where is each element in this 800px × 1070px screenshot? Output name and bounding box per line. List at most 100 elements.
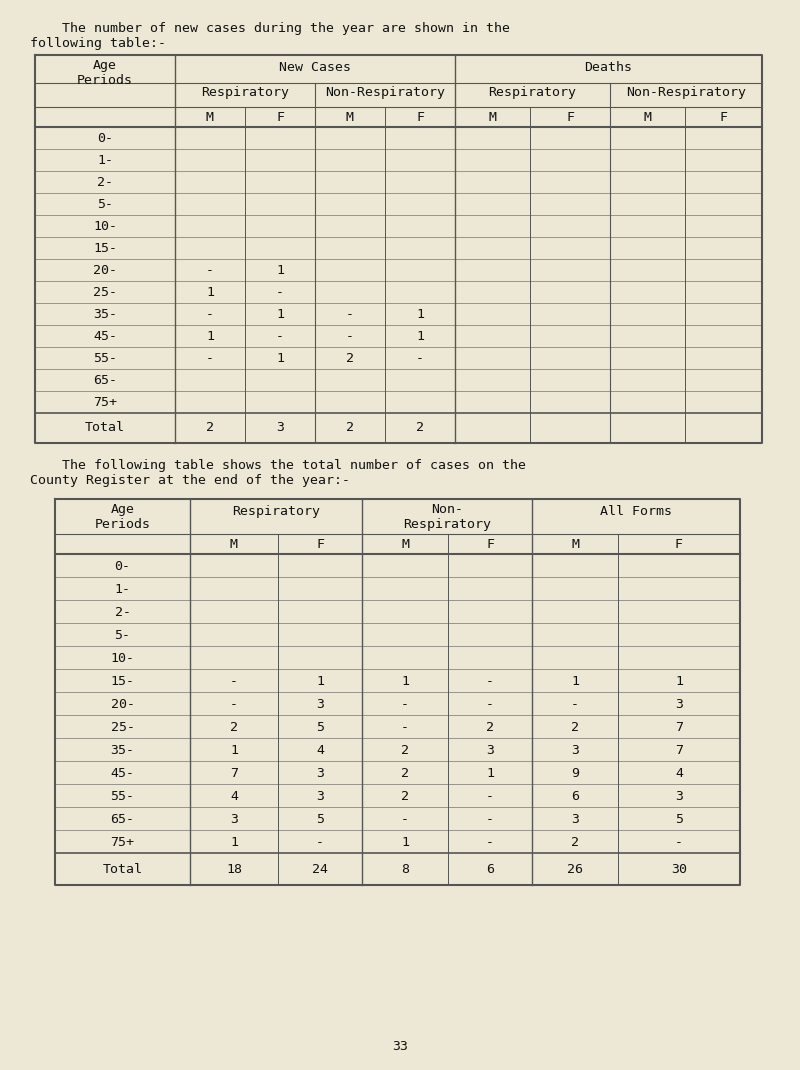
Text: -: - — [230, 675, 238, 688]
Text: -: - — [346, 330, 354, 343]
Text: 1: 1 — [486, 767, 494, 780]
Text: 35-: 35- — [110, 744, 134, 756]
Text: 4: 4 — [316, 744, 324, 756]
Text: Age
Periods: Age Periods — [77, 59, 133, 87]
Text: following table:-: following table:- — [30, 37, 166, 50]
Text: F: F — [416, 111, 424, 124]
Text: 1: 1 — [276, 352, 284, 365]
Text: 1: 1 — [401, 836, 409, 849]
Text: 15-: 15- — [93, 242, 117, 255]
Text: -: - — [206, 308, 214, 321]
Text: Age
Periods: Age Periods — [94, 503, 150, 531]
Text: 5-: 5- — [97, 198, 113, 211]
Text: M: M — [401, 538, 409, 551]
Text: Respiratory: Respiratory — [232, 505, 320, 518]
Text: Deaths: Deaths — [585, 61, 633, 74]
Text: 5: 5 — [675, 813, 683, 826]
Text: Non-Respiratory: Non-Respiratory — [626, 86, 746, 100]
Text: -: - — [276, 286, 284, 299]
Text: M: M — [571, 538, 579, 551]
Text: F: F — [276, 111, 284, 124]
Text: M: M — [643, 111, 651, 124]
Text: 55-: 55- — [110, 790, 134, 802]
Text: 2: 2 — [346, 352, 354, 365]
Text: 1: 1 — [230, 836, 238, 849]
Text: -: - — [486, 675, 494, 688]
Text: -: - — [486, 698, 494, 710]
Text: 1: 1 — [206, 330, 214, 343]
Text: 15-: 15- — [110, 675, 134, 688]
Text: 3: 3 — [316, 767, 324, 780]
Text: -: - — [206, 264, 214, 277]
Text: 10-: 10- — [110, 652, 134, 664]
Text: 8: 8 — [401, 863, 409, 876]
Text: 2: 2 — [401, 790, 409, 802]
Text: 2: 2 — [571, 721, 579, 734]
Text: -: - — [675, 836, 683, 849]
Text: 3: 3 — [675, 790, 683, 802]
Text: F: F — [675, 538, 683, 551]
Text: 2-: 2- — [114, 606, 130, 620]
Text: Total: Total — [85, 421, 125, 434]
Text: 5: 5 — [316, 813, 324, 826]
Text: 18: 18 — [226, 863, 242, 876]
Text: 10-: 10- — [93, 220, 117, 233]
Text: F: F — [316, 538, 324, 551]
Text: 1: 1 — [276, 308, 284, 321]
Text: 9: 9 — [571, 767, 579, 780]
Text: 2: 2 — [401, 744, 409, 756]
Text: 2: 2 — [230, 721, 238, 734]
Text: Respiratory: Respiratory — [489, 86, 577, 100]
Text: 45-: 45- — [110, 767, 134, 780]
Text: -: - — [416, 352, 424, 365]
Text: 1: 1 — [276, 264, 284, 277]
Text: 1-: 1- — [97, 154, 113, 167]
Text: 30: 30 — [671, 863, 687, 876]
Text: 1: 1 — [416, 330, 424, 343]
Text: 3: 3 — [675, 698, 683, 710]
Text: -: - — [401, 698, 409, 710]
Text: -: - — [486, 790, 494, 802]
Text: 3: 3 — [571, 744, 579, 756]
Text: 1-: 1- — [114, 583, 130, 596]
Text: 4: 4 — [675, 767, 683, 780]
Text: Total: Total — [102, 863, 142, 876]
Text: 5: 5 — [316, 721, 324, 734]
Text: 2: 2 — [346, 421, 354, 434]
Text: 2: 2 — [571, 836, 579, 849]
Text: The number of new cases during the year are shown in the: The number of new cases during the year … — [30, 22, 510, 35]
Text: 2-: 2- — [97, 175, 113, 189]
Text: -: - — [486, 836, 494, 849]
Text: -: - — [486, 813, 494, 826]
Text: -: - — [571, 698, 579, 710]
Text: 25-: 25- — [110, 721, 134, 734]
Text: 45-: 45- — [93, 330, 117, 343]
Text: 3: 3 — [316, 790, 324, 802]
Text: 7: 7 — [675, 744, 683, 756]
Text: 7: 7 — [230, 767, 238, 780]
Text: -: - — [401, 813, 409, 826]
Text: 4: 4 — [230, 790, 238, 802]
Text: 65-: 65- — [110, 813, 134, 826]
Text: M: M — [346, 111, 354, 124]
Text: The following table shows the total number of cases on the: The following table shows the total numb… — [30, 459, 526, 472]
Text: M: M — [489, 111, 497, 124]
Text: 35-: 35- — [93, 308, 117, 321]
Text: 1: 1 — [230, 744, 238, 756]
Text: 20-: 20- — [110, 698, 134, 710]
Text: 3: 3 — [486, 744, 494, 756]
Text: 75+: 75+ — [93, 396, 117, 409]
Text: 1: 1 — [401, 675, 409, 688]
Text: 7: 7 — [675, 721, 683, 734]
Text: 33: 33 — [392, 1040, 408, 1053]
Text: F: F — [566, 111, 574, 124]
Text: F: F — [719, 111, 727, 124]
Text: F: F — [486, 538, 494, 551]
Text: 1: 1 — [675, 675, 683, 688]
Text: 1: 1 — [416, 308, 424, 321]
Text: 1: 1 — [316, 675, 324, 688]
Text: 2: 2 — [416, 421, 424, 434]
Text: 26: 26 — [567, 863, 583, 876]
Text: -: - — [230, 698, 238, 710]
Text: 3: 3 — [276, 421, 284, 434]
